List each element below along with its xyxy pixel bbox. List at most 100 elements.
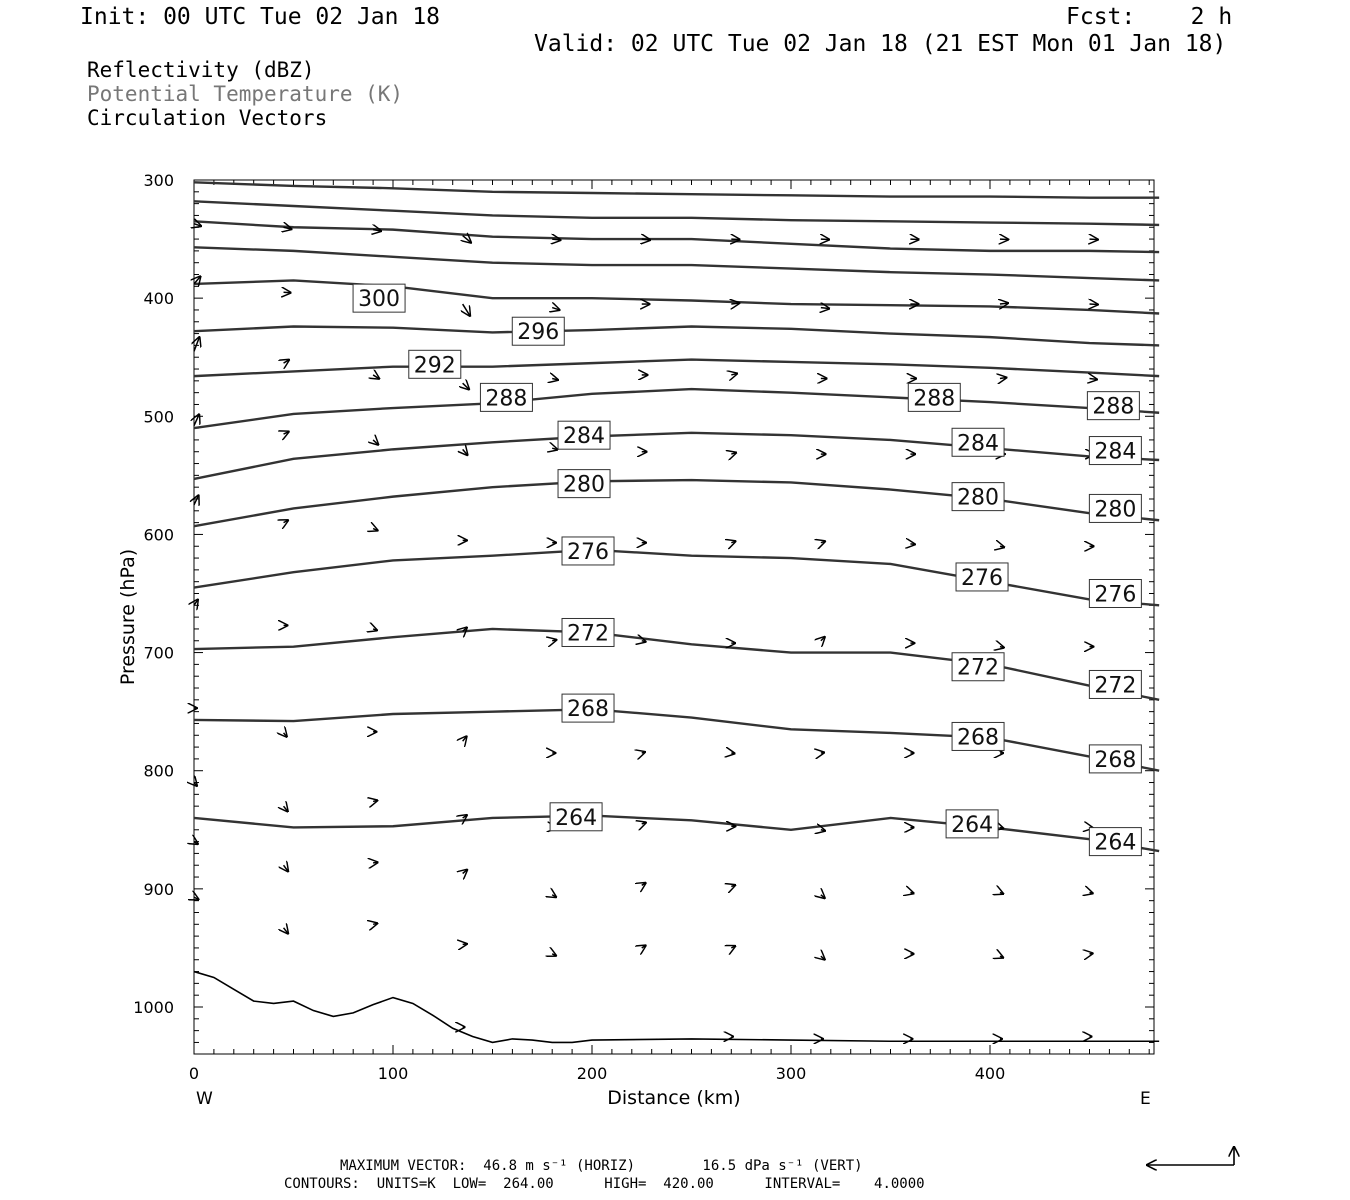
circulation-vector	[642, 752, 645, 753]
contour-label-box	[557, 469, 611, 499]
x-west-label: W	[196, 1089, 213, 1109]
circulation-vector	[731, 541, 735, 542]
circulation-vector	[1000, 546, 1004, 547]
circulation-vector	[1000, 303, 1008, 304]
circulation-vector	[731, 885, 735, 886]
x-tick-label: 400	[975, 1064, 1006, 1083]
contour-label-box	[955, 562, 1009, 592]
circulation-vector	[194, 495, 198, 504]
circulation-vector	[284, 865, 288, 871]
forecast-hour: Fcst: 2 h	[1066, 4, 1233, 30]
contour-label-box	[1088, 579, 1142, 608]
init-time: Init: 00 UTC Tue 02 Jan 18	[80, 4, 441, 30]
isentrope-276	[193, 548, 1160, 607]
circulation-vector	[552, 895, 556, 897]
circulation-vector	[284, 520, 288, 522]
contour-label: 292	[414, 353, 456, 378]
contour-label-box	[907, 382, 961, 412]
legend-reflectivity: Reflectivity (dBZ)	[87, 58, 315, 82]
circulation-vector	[194, 783, 197, 786]
circulation-vector	[821, 956, 825, 959]
circulation-vector	[194, 414, 199, 427]
y-tick-label: 500	[143, 407, 174, 426]
circulation-vector	[1000, 378, 1006, 379]
contour-label: 280	[563, 473, 605, 498]
circulation-vector	[910, 892, 913, 893]
contour-label: 276	[961, 566, 1003, 591]
terrain-line	[193, 970, 1160, 1044]
circulation-vector	[284, 227, 292, 229]
circulation-vector	[373, 923, 377, 924]
y-tick-label: 400	[143, 289, 174, 308]
isentrope-312	[193, 200, 1160, 227]
isentrope-284	[193, 431, 1160, 481]
contour-label: 288	[1092, 395, 1134, 420]
circulation-vector	[642, 239, 650, 240]
contour-label: 284	[563, 424, 605, 449]
circulation-vector	[194, 842, 198, 844]
x-tick-label: 0	[189, 1064, 199, 1083]
circulation-vector	[1000, 956, 1003, 957]
circulation-vector	[373, 800, 377, 801]
circulation-vector	[463, 236, 471, 243]
x-axis-label: Distance (km)	[607, 1087, 740, 1109]
circulation-vector	[1000, 647, 1004, 648]
y-tick-label: 900	[143, 880, 174, 899]
circulation-vector	[642, 822, 646, 823]
contour-label: 284	[957, 431, 999, 456]
y-axis-label: Pressure (hPa)	[117, 549, 139, 685]
circulation-vector	[284, 806, 288, 811]
contour-label-box	[945, 809, 999, 839]
contour-label-box	[561, 693, 615, 723]
circulation-vector	[194, 276, 200, 284]
contour-label-box	[951, 652, 1005, 682]
circulation-vector	[463, 815, 467, 818]
contour-label-box	[951, 482, 1005, 512]
circulation-vector	[373, 629, 377, 630]
circulation-vector	[821, 830, 825, 831]
circulation-vector	[731, 453, 736, 454]
valid-time: Valid: 02 UTC Tue 02 Jan 18 (21 EST Mon …	[534, 31, 1227, 57]
circulation-vector	[284, 432, 289, 434]
contour-label-box	[1086, 391, 1140, 421]
contour-label-box	[561, 536, 615, 566]
isentrope-304	[193, 246, 1160, 282]
contour-label-box	[408, 349, 462, 379]
circulation-vector	[821, 895, 825, 898]
circulation-vector	[1090, 892, 1093, 893]
legend-potential-temperature: Potential Temperature (K)	[87, 82, 404, 106]
circulation-vector	[373, 440, 378, 445]
circulation-vector	[552, 448, 557, 449]
circulation-vector	[552, 378, 558, 379]
y-tick-label: 300	[143, 171, 174, 190]
circulation-vector	[642, 946, 646, 948]
contour-label-box	[352, 283, 406, 313]
isentrope-288	[193, 387, 1160, 430]
circulation-vector	[1000, 892, 1003, 893]
isentrope-264	[193, 814, 1160, 853]
circulation-vector	[552, 239, 560, 240]
circulation-vector	[284, 360, 289, 363]
circulation-vector	[552, 640, 556, 641]
contour-label-box	[1088, 744, 1142, 774]
y-tick-label: 700	[143, 644, 174, 663]
contour-label: 296	[517, 320, 559, 345]
contour-label-box	[1088, 436, 1142, 466]
isentrope-292	[193, 358, 1160, 378]
contour-label: 268	[567, 697, 609, 722]
circulation-vector	[1090, 378, 1097, 379]
contour-label: 272	[567, 621, 609, 646]
contour-label: 280	[1094, 497, 1136, 522]
isentrope-300	[193, 279, 1160, 315]
contour-info: CONTOURS: UNITS=K LOW= 264.00 HIGH= 420.…	[284, 1176, 925, 1192]
x-east-label: E	[1140, 1089, 1151, 1109]
contour-label-box	[951, 427, 1005, 457]
circulation-vector	[194, 897, 198, 899]
y-tick-label: 1000	[133, 998, 174, 1017]
contour-label-box	[479, 382, 533, 412]
circulation-vector	[463, 628, 467, 632]
isentrope-296	[193, 325, 1160, 347]
plot-frame	[193, 179, 1155, 1055]
contour-label: 276	[567, 540, 609, 565]
